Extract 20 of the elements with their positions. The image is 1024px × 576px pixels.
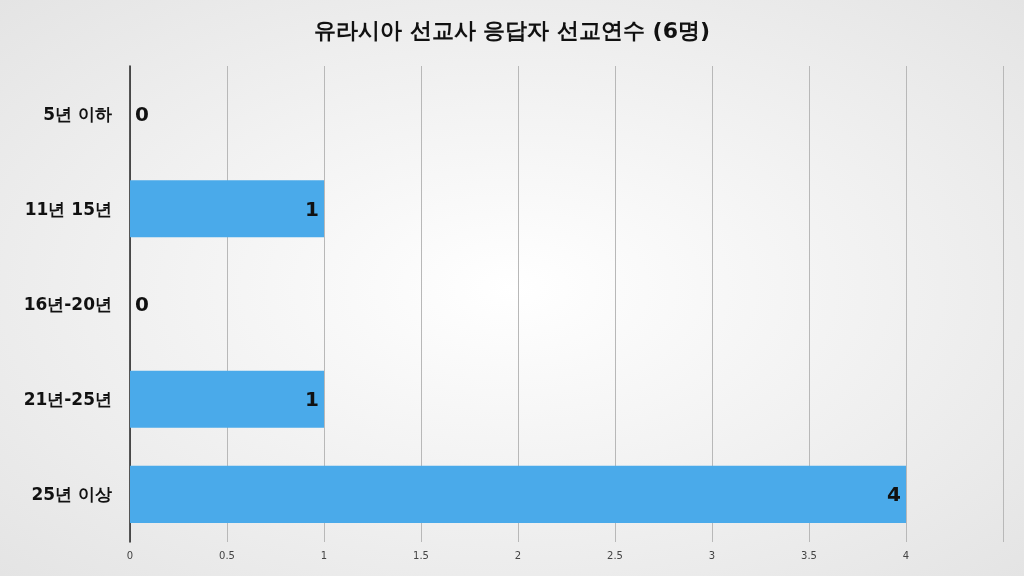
- x-tick-label: 1.5: [413, 549, 429, 561]
- y-tick-label: 25년 이상: [31, 484, 112, 505]
- data-label: 1: [305, 387, 319, 412]
- data-label: 4: [887, 482, 901, 507]
- data-label: 0: [135, 292, 149, 316]
- x-tick-label: 0: [126, 549, 134, 561]
- data-label: 0: [135, 101, 149, 126]
- x-tick-label: 0.5: [219, 549, 235, 561]
- x-tick-label: 2: [514, 549, 522, 561]
- x-tick-label: 4: [902, 549, 910, 561]
- y-tick-label: 16년-20년: [23, 294, 112, 314]
- y-tick-label: 21년-25년: [23, 389, 112, 410]
- x-tick-label: 3.5: [801, 549, 817, 561]
- y-tick-label: 11년 15년: [24, 198, 112, 219]
- y-tick-label: 5년 이하: [43, 103, 112, 124]
- x-tick-label: 1: [320, 549, 328, 561]
- chart-title: 유라시아 선교사 응답자 선교연수 (6명): [313, 17, 711, 43]
- data-label: 1: [305, 196, 319, 221]
- x-tick-label: 3: [708, 549, 716, 561]
- x-tick-label: 2.5: [607, 549, 623, 561]
